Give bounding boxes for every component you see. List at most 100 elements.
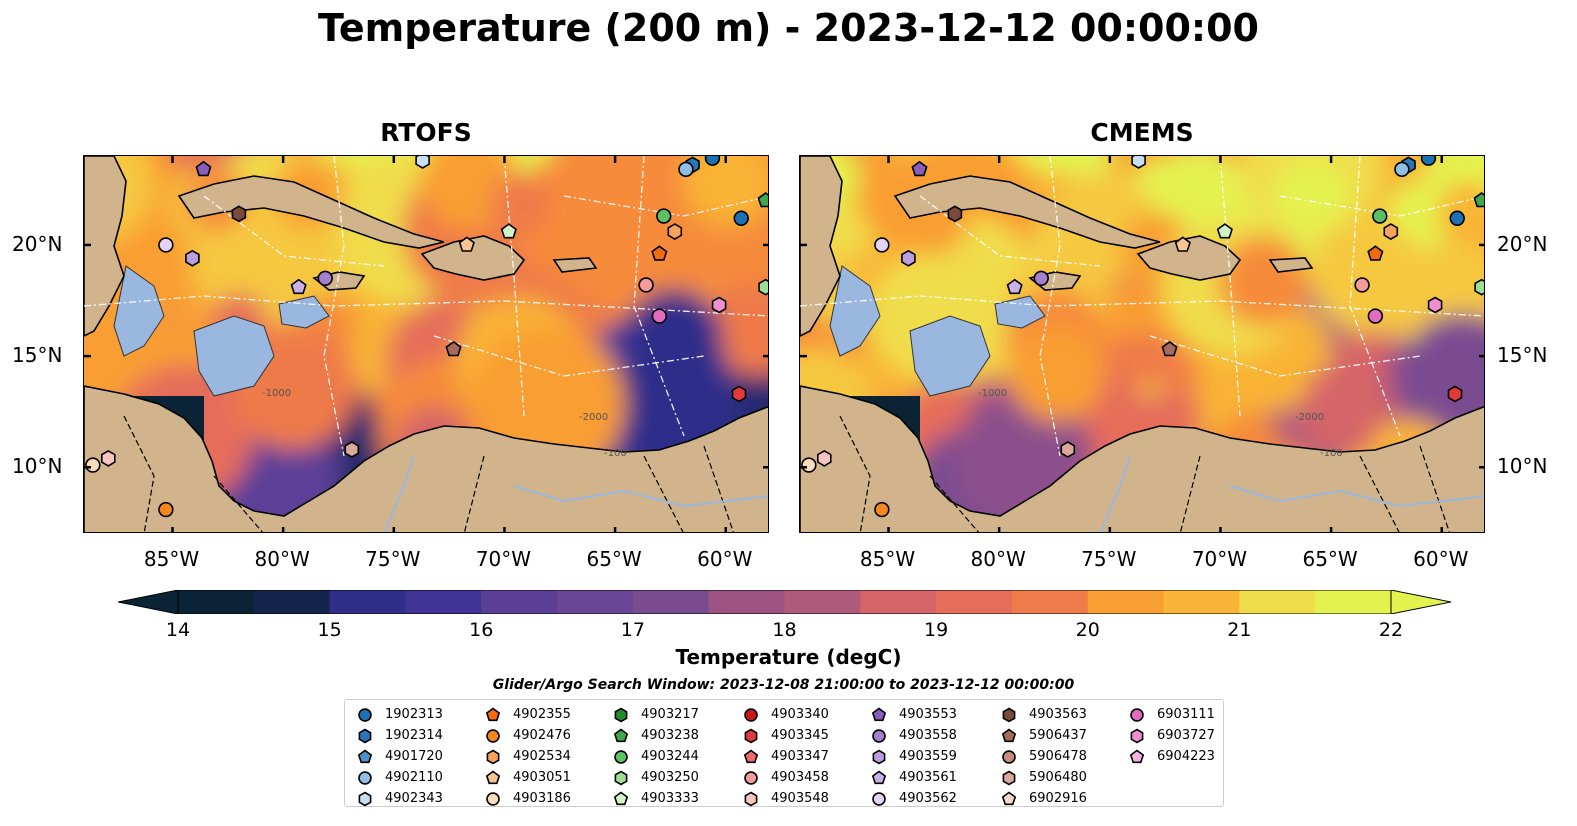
legend-marker-icon	[357, 749, 373, 763]
colorbar-segment	[481, 590, 558, 614]
legend-label: 4903340	[771, 707, 829, 722]
float-marker-4903563	[947, 205, 963, 223]
legend-marker-icon	[1002, 707, 1016, 722]
legend-item: 4903051	[485, 767, 571, 788]
legend-label: 5906480	[1029, 770, 1087, 785]
legend-item: 4902476	[485, 725, 571, 746]
legend-label: 4903345	[771, 728, 829, 743]
colorbar-segment	[557, 590, 634, 614]
lat-tick-label-right: 10°N	[1497, 454, 1548, 479]
legend-item: 4903333	[613, 788, 699, 809]
lon-tick-label: 75°W	[365, 547, 421, 571]
colorbar-segment	[1011, 590, 1089, 614]
float-marker-4903345	[1447, 385, 1463, 403]
legend-marker-icon	[744, 728, 758, 743]
colorbar-tick-label: 16	[469, 619, 494, 641]
legend-item: 4902355	[485, 704, 571, 725]
legend-item: 4903458	[743, 767, 829, 788]
colorbar-segment	[253, 590, 331, 614]
legend-item: 5906437	[1001, 725, 1087, 746]
float-legend: 1902313 1902314 4901720 4902110 4902343 49023…	[344, 699, 1224, 807]
legend-item: 4903563	[1001, 704, 1087, 725]
legend-item: 1902313	[357, 704, 443, 725]
float-marker-4903244	[656, 208, 672, 224]
lat-tick-label-left: 20°N	[12, 231, 63, 256]
legend-label: 5906478	[1029, 749, 1087, 764]
legend-item: 4903558	[871, 725, 957, 746]
legend-label: 4903559	[899, 749, 957, 764]
legend-label: 4903238	[641, 728, 699, 743]
legend-label: 4903347	[771, 749, 829, 764]
colorbar-tick-label: 14	[165, 619, 191, 641]
legend-label: 6903111	[1157, 707, 1215, 722]
float-marker-4903238	[1473, 192, 1484, 208]
colorbar-segment	[1239, 590, 1316, 614]
float-marker-5906480	[344, 441, 360, 458]
legend-label: 4901720	[385, 749, 443, 764]
float-marker-1902313	[733, 210, 749, 226]
float-marker-4903051	[458, 236, 475, 252]
legend-item: 5906478	[1001, 746, 1087, 767]
legend-column: 4903553 4903558 4903559 4903561 4903562	[871, 704, 957, 809]
float-marker-4902534	[667, 223, 683, 241]
float-marker-1902313	[1420, 156, 1437, 166]
contour-label: -100	[604, 448, 627, 459]
float-marker-4903250	[758, 278, 768, 296]
float-marker-4903186	[85, 457, 101, 473]
legend-marker-icon	[744, 770, 758, 785]
legend-marker-icon	[358, 770, 372, 785]
float-marker-4903051	[1174, 236, 1191, 252]
legend-marker-icon	[743, 749, 759, 763]
lon-tick-label: 75°W	[1081, 547, 1137, 571]
float-marker-6903111	[651, 308, 668, 324]
legend-marker-icon	[872, 749, 886, 764]
legend-item: 4903561	[871, 767, 957, 788]
figure-title: Temperature (200 m) - 2023-12-12 00:00:0…	[317, 6, 1259, 50]
legend-marker-icon	[872, 791, 886, 806]
float-marker-4903458	[1354, 277, 1370, 293]
float-marker-4902343	[415, 156, 430, 169]
legend-label: 1902313	[385, 707, 443, 722]
float-marker-4903244	[1372, 208, 1388, 224]
legend-label: 4903548	[771, 791, 829, 806]
legend-item: 4903559	[871, 746, 957, 767]
legend-item: 4903345	[743, 725, 829, 746]
legend-item: 6903111	[1129, 704, 1215, 725]
float-marker-4902343	[1131, 156, 1146, 169]
float-marker-5906480	[1060, 441, 1076, 458]
contour-label: -100	[1320, 448, 1343, 459]
legend-marker-icon	[486, 749, 500, 764]
float-marker-4902476	[158, 501, 174, 518]
legend-label: 4903562	[899, 791, 957, 806]
legend-label: 4903561	[899, 770, 957, 785]
float-marker-4903548	[816, 449, 832, 467]
colorbar-segment	[936, 590, 1013, 614]
lon-tick-label: 60°W	[1413, 547, 1469, 571]
legend-item: 4902110	[357, 767, 443, 788]
legend-item: 4903548	[743, 788, 829, 809]
legend-marker-icon	[872, 728, 886, 743]
contour-label: -1000	[262, 388, 291, 399]
float-marker-5906437	[445, 340, 462, 357]
colorbar-segment	[1315, 590, 1392, 614]
legend-item: 4903186	[485, 788, 571, 809]
colorbar-tick-label: 20	[1075, 619, 1100, 641]
legend-label: 4902355	[513, 707, 571, 722]
map-rtofs: -1000 -2000 -100	[83, 155, 769, 533]
float-marker-6903727	[711, 296, 727, 314]
lat-tick-label-right: 15°N	[1497, 343, 1548, 368]
legend-label: 4902110	[385, 770, 443, 785]
legend-marker-icon	[1002, 749, 1016, 764]
panel-title-rtofs: RTOFS	[380, 118, 472, 147]
legend-label: 4903553	[899, 707, 957, 722]
colorbar-tick-label: 17	[620, 619, 645, 641]
legend-item: 4902343	[357, 788, 443, 809]
lon-tick-label: 85°W	[143, 547, 200, 571]
legend-label: 4903458	[771, 770, 829, 785]
legend-item: 4903562	[871, 788, 957, 809]
float-marker-4903345	[731, 385, 747, 403]
legend-marker-icon	[614, 707, 628, 722]
colorbar-tick-label: 18	[772, 619, 797, 641]
lat-tick-label-left: 15°N	[12, 343, 63, 368]
legend-marker-icon	[613, 728, 629, 742]
